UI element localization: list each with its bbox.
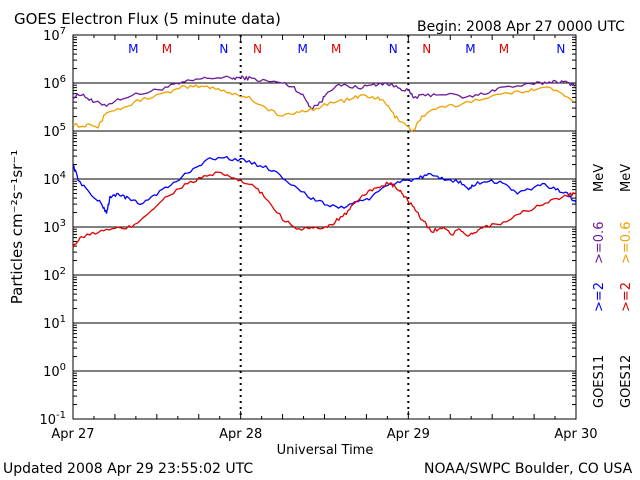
x-tick-label: Apr 30	[554, 427, 597, 442]
series-goes12-0-6-mev	[72, 84, 574, 132]
x-axis-title: Universal Time	[277, 443, 374, 458]
x-tick-label: Apr 28	[219, 427, 262, 442]
legend-goes11-e2: >=2	[592, 282, 607, 312]
series-goes11-2-mev	[72, 155, 577, 214]
marker-n: N	[556, 42, 565, 56]
marker-n: N	[219, 42, 228, 56]
updated-timestamp: Updated 2008 Apr 29 23:55:02 UTC	[3, 461, 253, 477]
legend-goes11-e06: >=0.6	[592, 222, 607, 264]
y-tick-label-1e6: 106	[43, 74, 66, 92]
legend-goes11-label: GOES11	[592, 355, 607, 408]
marker-m: M	[162, 42, 172, 56]
marker-n: N	[253, 42, 262, 56]
y-axis-title: Particles cm⁻²s⁻¹sr⁻¹	[8, 150, 26, 304]
marker-n: N	[422, 42, 431, 56]
marker-m: M	[499, 42, 509, 56]
x-tick-label: Apr 27	[51, 427, 94, 442]
legend-goes12-unit: MeV	[619, 164, 634, 192]
marker-m: M	[298, 42, 308, 56]
marker-m: M	[465, 42, 475, 56]
marker-n: N	[389, 42, 398, 56]
legend: GOES11 >=2 >=0.6 MeV GOES12 >=2 >=0.6 Me…	[592, 164, 634, 408]
y-tick-label-1e1: 101	[43, 314, 66, 332]
legend-goes12-e06: >=0.6	[619, 222, 634, 264]
y-tick-label-1e2: 102	[43, 266, 66, 284]
chart-title: GOES Electron Flux (5 minute data)	[14, 10, 281, 28]
y-tick-label-1e0: 100	[43, 362, 66, 380]
data-series	[72, 75, 577, 249]
y-tick-label-1e7: 107	[43, 26, 66, 44]
x-tick-labels: Apr 27 Apr 28 Apr 29 Apr 30	[51, 427, 597, 442]
marker-m: M	[128, 42, 138, 56]
axis-ticks	[72, 34, 577, 420]
legend-goes12-label: GOES12	[619, 355, 634, 408]
legend-goes11-unit: MeV	[592, 164, 607, 192]
begin-time: Begin: 2008 Apr 27 0000 UTC	[417, 19, 625, 35]
series-goes11-0-6-mev	[72, 75, 576, 110]
x-tick-label: Apr 29	[387, 427, 430, 442]
legend-goes12-e2: >=2	[619, 282, 634, 312]
y-tick-label-1e-1: 10-1	[39, 410, 66, 428]
y-tick-label-1e4: 104	[43, 170, 66, 188]
y-tick-label-1e5: 105	[43, 122, 66, 140]
series-goes12-2-mev	[72, 171, 577, 249]
credit-text: NOAA/SWPC Boulder, CO USA	[424, 461, 633, 477]
y-tick-label-1e3: 103	[43, 218, 66, 236]
y-tick-labels: 107 106 105 104 103 102 101 100 10-1	[39, 26, 66, 428]
marker-m: M	[331, 42, 341, 56]
